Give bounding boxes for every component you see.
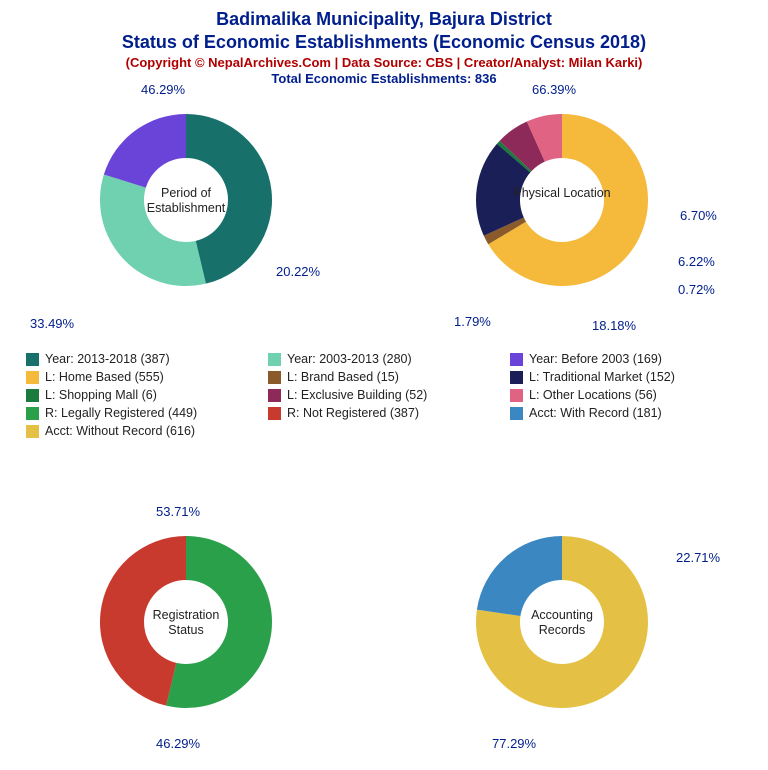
chart-center-label: Physical Location	[512, 186, 612, 201]
legend-label: L: Home Based (555)	[45, 370, 164, 384]
chart-accounting-records: Accounting Records 77.29% 22.71%	[382, 510, 762, 770]
pct-label: 46.29%	[141, 82, 185, 97]
legend-swatch	[510, 353, 523, 366]
legend-swatch	[268, 407, 281, 420]
legend-label: R: Not Registered (387)	[287, 406, 419, 420]
pct-label: 53.71%	[156, 504, 200, 519]
legend-item: L: Exclusive Building (52)	[268, 388, 500, 402]
chart-center-label: Registration Status	[136, 608, 236, 638]
chart-physical-location: Physical Location66.39%1.79%18.18%0.72%6…	[382, 88, 762, 348]
pct-label: 66.39%	[532, 82, 576, 97]
legend-item: R: Legally Registered (449)	[26, 406, 258, 420]
header: Badimalika Municipality, Bajura District…	[0, 0, 768, 90]
chart-period-of-establishment: Period of Establishment46.29%33.49%20.22…	[6, 88, 386, 348]
legend-swatch	[268, 371, 281, 384]
pct-label: 6.70%	[680, 208, 717, 223]
legend-label: L: Brand Based (15)	[287, 370, 399, 384]
pct-label: 0.72%	[678, 282, 715, 297]
pct-label: 18.18%	[592, 318, 636, 333]
legend-swatch	[510, 389, 523, 402]
chart-center-label: Accounting Records	[512, 608, 612, 638]
legend-swatch	[26, 371, 39, 384]
pct-label: 33.49%	[30, 316, 74, 331]
legend-swatch	[26, 353, 39, 366]
title-line-1: Badimalika Municipality, Bajura District	[10, 8, 758, 31]
chart-center-label: Period of Establishment	[136, 186, 236, 216]
pct-label: 1.79%	[454, 314, 491, 329]
total-establishments: Total Economic Establishments: 836	[10, 71, 758, 86]
legend-item: L: Other Locations (56)	[510, 388, 742, 402]
legend-label: L: Exclusive Building (52)	[287, 388, 427, 402]
legend-label: L: Shopping Mall (6)	[45, 388, 157, 402]
legend-item: L: Brand Based (15)	[268, 370, 500, 384]
chart-registration-status: Registration Status53.71%46.29%	[6, 510, 386, 770]
legend-swatch	[26, 425, 39, 438]
legend-item: Acct: With Record (181)	[510, 406, 742, 420]
legend-item: Acct: Without Record (616)	[26, 424, 258, 438]
legend-item: L: Shopping Mall (6)	[26, 388, 258, 402]
legend-item: R: Not Registered (387)	[268, 406, 500, 420]
legend-label: L: Other Locations (56)	[529, 388, 657, 402]
legend-label: Acct: With Record (181)	[529, 406, 662, 420]
charts-row-bottom: Registration Status53.71%46.29% Accounti…	[0, 510, 768, 770]
legend-item: Year: 2003-2013 (280)	[268, 352, 500, 366]
legend-swatch	[510, 407, 523, 420]
legend-label: Year: Before 2003 (169)	[529, 352, 662, 366]
donut-slice	[477, 536, 562, 616]
legend-label: Acct: Without Record (616)	[45, 424, 195, 438]
pct-label: 46.29%	[156, 736, 200, 751]
title-line-2: Status of Economic Establishments (Econo…	[10, 31, 758, 54]
legend-item: L: Traditional Market (152)	[510, 370, 742, 384]
pct-label: 77.29%	[492, 736, 536, 751]
legend-item: Year: 2013-2018 (387)	[26, 352, 258, 366]
legend-label: Year: 2003-2013 (280)	[287, 352, 412, 366]
copyright-line: (Copyright © NepalArchives.Com | Data So…	[10, 55, 758, 70]
legend: Year: 2013-2018 (387) Year: 2003-2013 (28…	[26, 352, 742, 438]
legend-label: L: Traditional Market (152)	[529, 370, 675, 384]
pct-label: 6.22%	[678, 254, 715, 269]
legend-swatch	[510, 371, 523, 384]
charts-row-top: Period of Establishment46.29%33.49%20.22…	[0, 88, 768, 348]
legend-swatch	[26, 389, 39, 402]
legend-label: Year: 2013-2018 (387)	[45, 352, 170, 366]
legend-item: L: Home Based (555)	[26, 370, 258, 384]
pct-label: 22.71%	[676, 550, 720, 565]
legend-swatch	[268, 389, 281, 402]
pct-label: 20.22%	[276, 264, 320, 279]
legend-swatch	[26, 407, 39, 420]
donut-slice	[104, 114, 186, 188]
legend-label: R: Legally Registered (449)	[45, 406, 197, 420]
legend-item: Year: Before 2003 (169)	[510, 352, 742, 366]
legend-swatch	[268, 353, 281, 366]
